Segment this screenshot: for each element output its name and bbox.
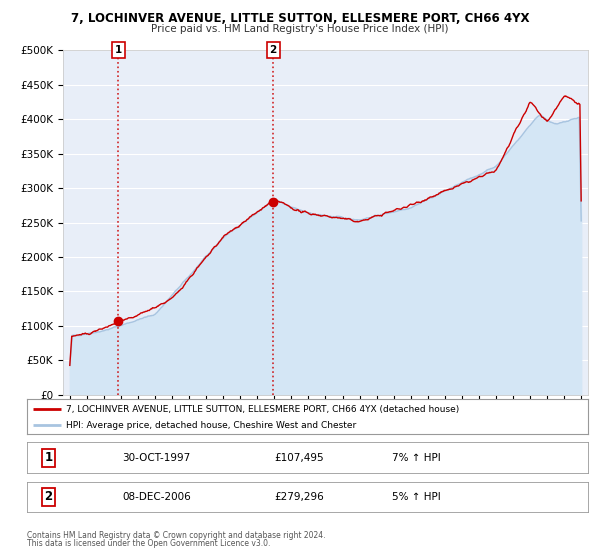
Text: This data is licensed under the Open Government Licence v3.0.: This data is licensed under the Open Gov… xyxy=(27,539,271,548)
Text: £279,296: £279,296 xyxy=(274,492,323,502)
Text: Contains HM Land Registry data © Crown copyright and database right 2024.: Contains HM Land Registry data © Crown c… xyxy=(27,531,325,540)
Text: 5% ↑ HPI: 5% ↑ HPI xyxy=(392,492,440,502)
Text: Price paid vs. HM Land Registry's House Price Index (HPI): Price paid vs. HM Land Registry's House … xyxy=(151,24,449,34)
Text: 7, LOCHINVER AVENUE, LITTLE SUTTON, ELLESMERE PORT, CH66 4YX: 7, LOCHINVER AVENUE, LITTLE SUTTON, ELLE… xyxy=(71,12,529,25)
Text: £107,495: £107,495 xyxy=(274,453,323,463)
Text: HPI: Average price, detached house, Cheshire West and Chester: HPI: Average price, detached house, Ches… xyxy=(66,421,356,430)
Text: 2: 2 xyxy=(44,491,52,503)
Text: 1: 1 xyxy=(44,451,52,464)
Text: 7, LOCHINVER AVENUE, LITTLE SUTTON, ELLESMERE PORT, CH66 4YX (detached house): 7, LOCHINVER AVENUE, LITTLE SUTTON, ELLE… xyxy=(66,404,460,413)
Text: 7% ↑ HPI: 7% ↑ HPI xyxy=(392,453,440,463)
Text: 08-DEC-2006: 08-DEC-2006 xyxy=(122,492,191,502)
Text: 2: 2 xyxy=(269,45,277,55)
Text: 30-OCT-1997: 30-OCT-1997 xyxy=(122,453,191,463)
Text: 1: 1 xyxy=(115,45,122,55)
